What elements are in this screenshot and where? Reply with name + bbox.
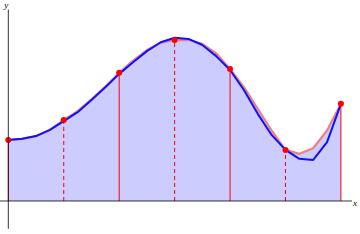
node-point [282, 147, 288, 153]
stem [63, 120, 64, 201]
stem [174, 40, 175, 201]
node-point [61, 117, 67, 123]
node-point [338, 101, 344, 107]
stem [119, 73, 120, 201]
stem [340, 104, 341, 201]
y-axis [8, 10, 9, 229]
y-axis-label: y [3, 0, 8, 10]
stem [285, 150, 286, 201]
approximation-curve [8, 40, 341, 154]
chart: xy [0, 0, 360, 234]
node-point [172, 37, 178, 43]
x-axis [0, 200, 352, 201]
area-fill [8, 40, 341, 201]
function-curve [8, 38, 341, 160]
node-point [227, 66, 233, 72]
stem [230, 69, 231, 201]
plot-area [5, 37, 344, 201]
x-axis-label: x [352, 198, 357, 208]
node-point [116, 70, 122, 76]
